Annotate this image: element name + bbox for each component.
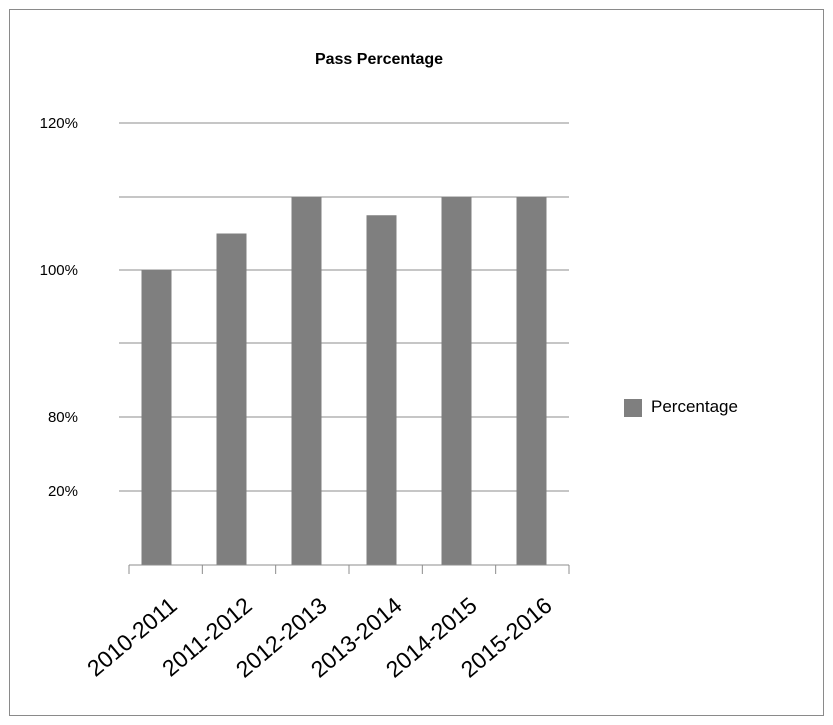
bars bbox=[141, 197, 547, 565]
bar bbox=[441, 197, 472, 565]
legend-label: Percentage bbox=[651, 397, 738, 416]
chart-frame: Pass Percentage 120% 100% 80% 20% 2010-2011… bbox=[9, 9, 824, 716]
y-tick-label: 80% bbox=[48, 409, 78, 426]
legend: Percentage bbox=[624, 397, 738, 417]
legend-swatch bbox=[624, 399, 642, 417]
bar-chart: Pass Percentage 120% 100% 80% 20% 2010-2011… bbox=[40, 51, 738, 683]
gridlines bbox=[119, 122, 569, 492]
y-tick-labels: 120% 100% 80% 20% bbox=[40, 115, 78, 500]
chart-title: Pass Percentage bbox=[315, 51, 443, 68]
y-tick-label: 100% bbox=[40, 262, 78, 279]
x-tick-labels: 2010-20112011-20122012-20132013-20142014… bbox=[82, 592, 557, 683]
x-axis bbox=[128, 564, 570, 574]
bar bbox=[216, 233, 247, 565]
bar bbox=[291, 197, 322, 565]
bar bbox=[141, 270, 172, 565]
bar bbox=[516, 197, 547, 565]
y-tick-label: 20% bbox=[48, 483, 78, 500]
bar bbox=[366, 215, 397, 565]
y-tick-label: 120% bbox=[40, 115, 78, 132]
